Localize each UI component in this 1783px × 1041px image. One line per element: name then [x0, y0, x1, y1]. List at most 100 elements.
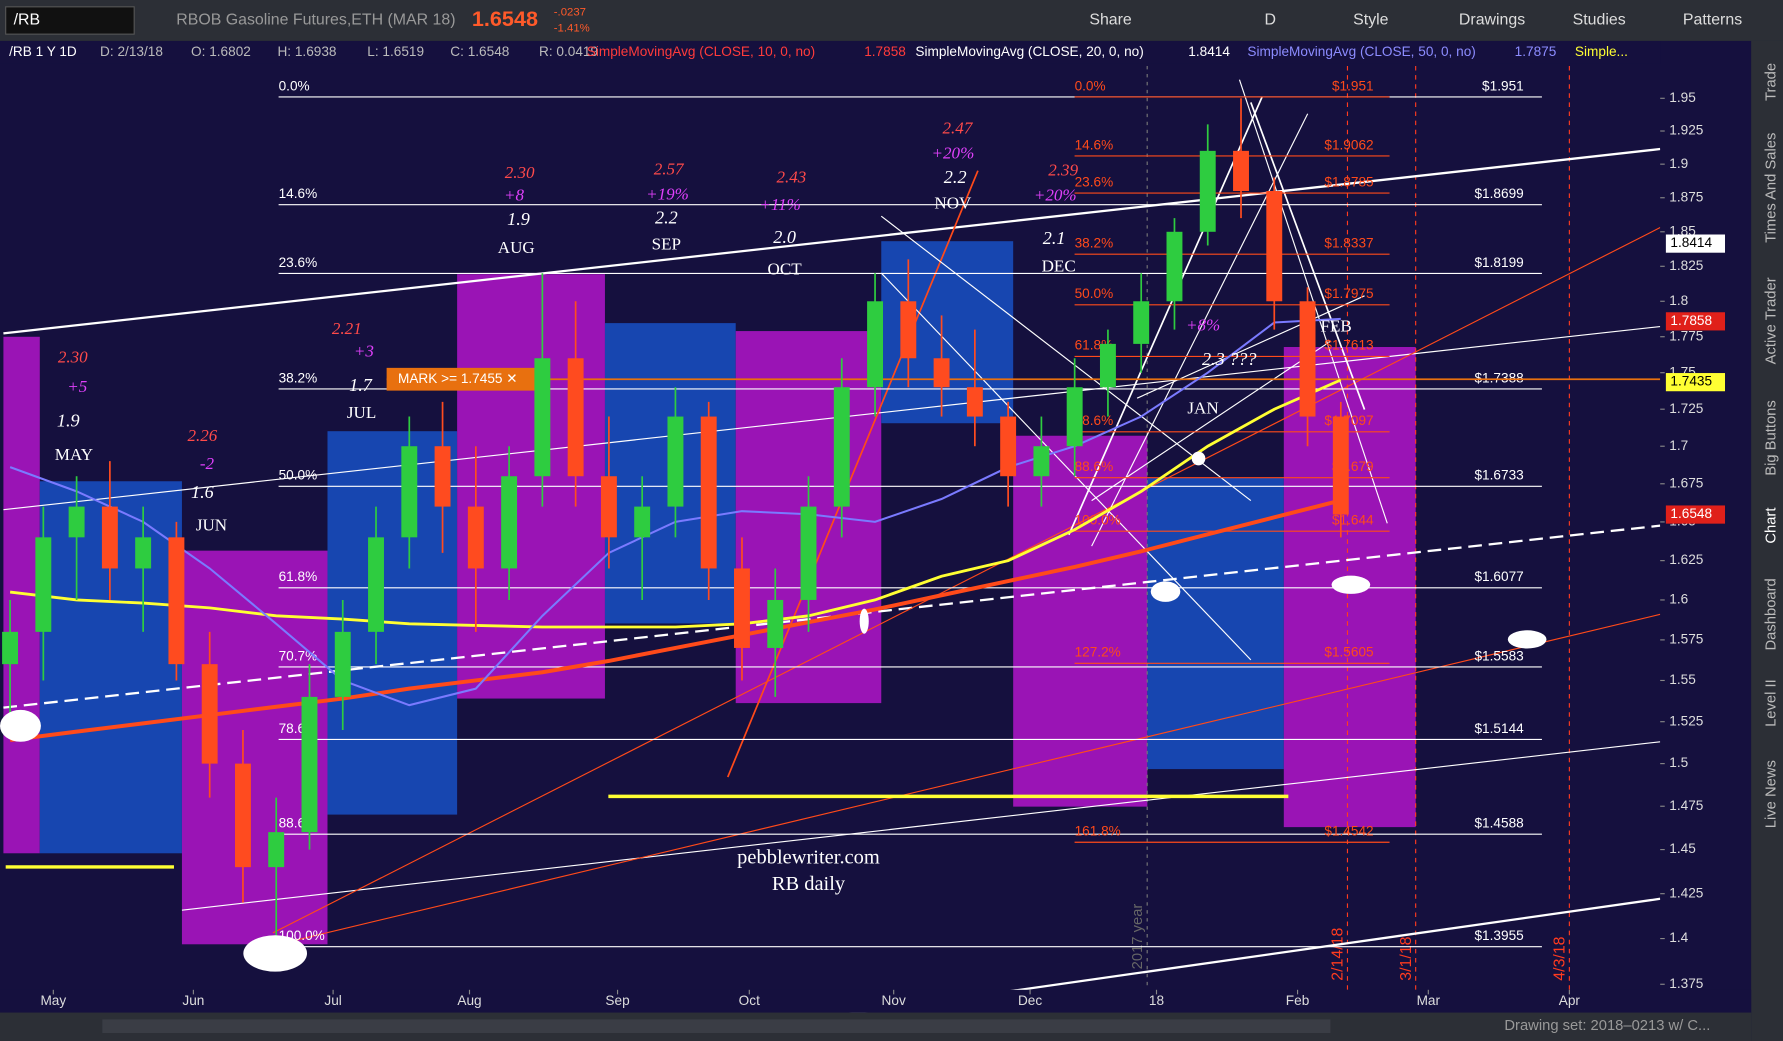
- fib-level-label: 38.2%: [279, 370, 318, 385]
- mark-tag[interactable]: [386, 367, 541, 391]
- time-axis: [0, 989, 1752, 1013]
- season-box: [1013, 435, 1148, 807]
- season-month: SEP: [652, 235, 681, 254]
- trend-line: [1250, 102, 1366, 410]
- season-month: OCT: [768, 260, 803, 279]
- fib-level-label: 88.6%: [1075, 459, 1114, 474]
- candle-body: [1332, 416, 1349, 515]
- x-tick-label: Nov: [882, 993, 906, 1008]
- season-change: +19%: [646, 185, 689, 204]
- candle-body: [1033, 446, 1050, 477]
- candle-body: [800, 506, 817, 600]
- sidebar: [1751, 40, 1783, 1041]
- candle-body: [933, 358, 950, 388]
- season-month: DEC: [1042, 256, 1076, 275]
- season-low: 2.0: [773, 227, 796, 247]
- y-tick-label: 1.875: [1669, 189, 1703, 204]
- season-low: 1.9: [57, 410, 80, 430]
- price-badge-label: 1.6548: [1670, 506, 1712, 521]
- season-change: +8%: [1186, 315, 1220, 334]
- sidebar-tab[interactable]: Trade: [1764, 63, 1780, 101]
- symbol[interactable]: /RB: [14, 12, 41, 29]
- x-tick-label: Oct: [739, 993, 760, 1008]
- fib-price-label: $1.5583: [1474, 648, 1523, 663]
- candle-body: [467, 506, 484, 569]
- trend-line: [272, 227, 1661, 934]
- study-value: 1.7875: [1515, 44, 1557, 59]
- season-high: 2.47: [943, 119, 974, 138]
- watermark: pebblewriter.com: [737, 847, 880, 869]
- fib-price-label: $1.7613: [1324, 338, 1373, 353]
- candle-body: [434, 446, 451, 507]
- toolbar-button[interactable]: Studies: [1573, 12, 1626, 29]
- season-high: 2.26: [187, 426, 217, 445]
- x-tick-label: May: [40, 993, 66, 1008]
- x-tick-label: 18: [1149, 993, 1164, 1008]
- net-change: -.0237: [554, 7, 586, 19]
- study-name: SimpleMovingAvg (CLOSE, 20, 0, no): [915, 44, 1143, 59]
- sidebar-tab[interactable]: Chart: [1764, 508, 1780, 544]
- candle-body: [501, 476, 518, 569]
- candle-body: [101, 506, 118, 569]
- season-month: MAY: [55, 445, 93, 464]
- highlight: [1191, 451, 1206, 466]
- y-tick-label: 1.7: [1669, 438, 1688, 453]
- toolbar-button[interactable]: Patterns: [1683, 12, 1742, 29]
- sidebar-tab[interactable]: Big Buttons: [1764, 400, 1780, 476]
- fib-price-label: $1.4542: [1324, 824, 1373, 839]
- trend-line: [1091, 340, 1331, 502]
- season-low: 2.2: [655, 208, 678, 228]
- toolbar-button[interactable]: D: [1264, 12, 1275, 29]
- header-item: H: 1.6938: [277, 44, 336, 59]
- price-badge-label: 1.8414: [1670, 235, 1712, 250]
- year-label: 2017 year: [1130, 904, 1146, 970]
- sidebar-tab[interactable]: Level II: [1764, 679, 1780, 727]
- instrument-title: RBOB Gasoline Futures,ETH (MAR 18): [176, 12, 455, 29]
- candle-body: [135, 537, 152, 569]
- toolbar-button[interactable]: Share: [1089, 12, 1132, 29]
- y-tick-label: 1.5: [1669, 755, 1688, 770]
- sidebar-tab[interactable]: Dashboard: [1764, 578, 1780, 650]
- fib-price-label: $1.5605: [1324, 645, 1373, 660]
- study-name: SimpleMovingAvg (CLOSE, 10, 0, no): [587, 44, 815, 59]
- footer-label: Drawing set: 2018–0213 w/ C...: [1504, 1018, 1710, 1034]
- header-item: O: 1.6802: [191, 44, 251, 59]
- date-label: 4/3/18: [1551, 936, 1568, 980]
- highlight: [1150, 581, 1181, 602]
- price-badge: [1665, 505, 1726, 524]
- fib-level-label: 14.6%: [279, 186, 318, 201]
- symbol-box[interactable]: [5, 6, 135, 35]
- season-high: 2.43: [777, 168, 807, 187]
- fib-price-label: $1.8337: [1324, 236, 1373, 251]
- fib-price-label: $1.644: [1332, 513, 1374, 528]
- candle-body: [867, 301, 884, 388]
- sidebar-tab[interactable]: Live News: [1764, 760, 1780, 828]
- scroll-thumb[interactable]: [102, 1019, 1331, 1034]
- season-low: 1.9: [507, 209, 530, 229]
- candle-body: [667, 416, 684, 507]
- study-value: 1.8414: [1188, 44, 1230, 59]
- trend-line: [1091, 113, 1309, 547]
- candle-body: [401, 446, 418, 538]
- toolbar-button[interactable]: Style: [1353, 12, 1389, 29]
- sidebar-tab[interactable]: Times And Sales: [1764, 133, 1780, 243]
- y-tick-label: 1.575: [1669, 631, 1703, 646]
- header-bar: [0, 40, 1661, 64]
- season-change: -2: [200, 454, 215, 473]
- mark-label[interactable]: MARK >= 1.7455 ✕: [398, 371, 518, 386]
- sidebar-tab[interactable]: Active Trader: [1764, 277, 1780, 364]
- price-badge: [1665, 373, 1726, 392]
- toolbar-button[interactable]: Drawings: [1459, 12, 1525, 29]
- fib-price-label: $1.9062: [1324, 137, 1373, 152]
- x-tick-label: Feb: [1286, 993, 1309, 1008]
- candle-body: [334, 631, 351, 697]
- y-tick-label: 1.45: [1669, 841, 1696, 856]
- fib-level-label: 61.8%: [279, 569, 318, 584]
- date-label: 3/1/18: [1398, 936, 1415, 980]
- fib-price-label: $1.8699: [1474, 186, 1523, 201]
- candle-body: [567, 358, 584, 477]
- y-tick-label: 1.425: [1669, 885, 1703, 900]
- price-badge: [1665, 312, 1726, 331]
- candle-body: [168, 537, 185, 665]
